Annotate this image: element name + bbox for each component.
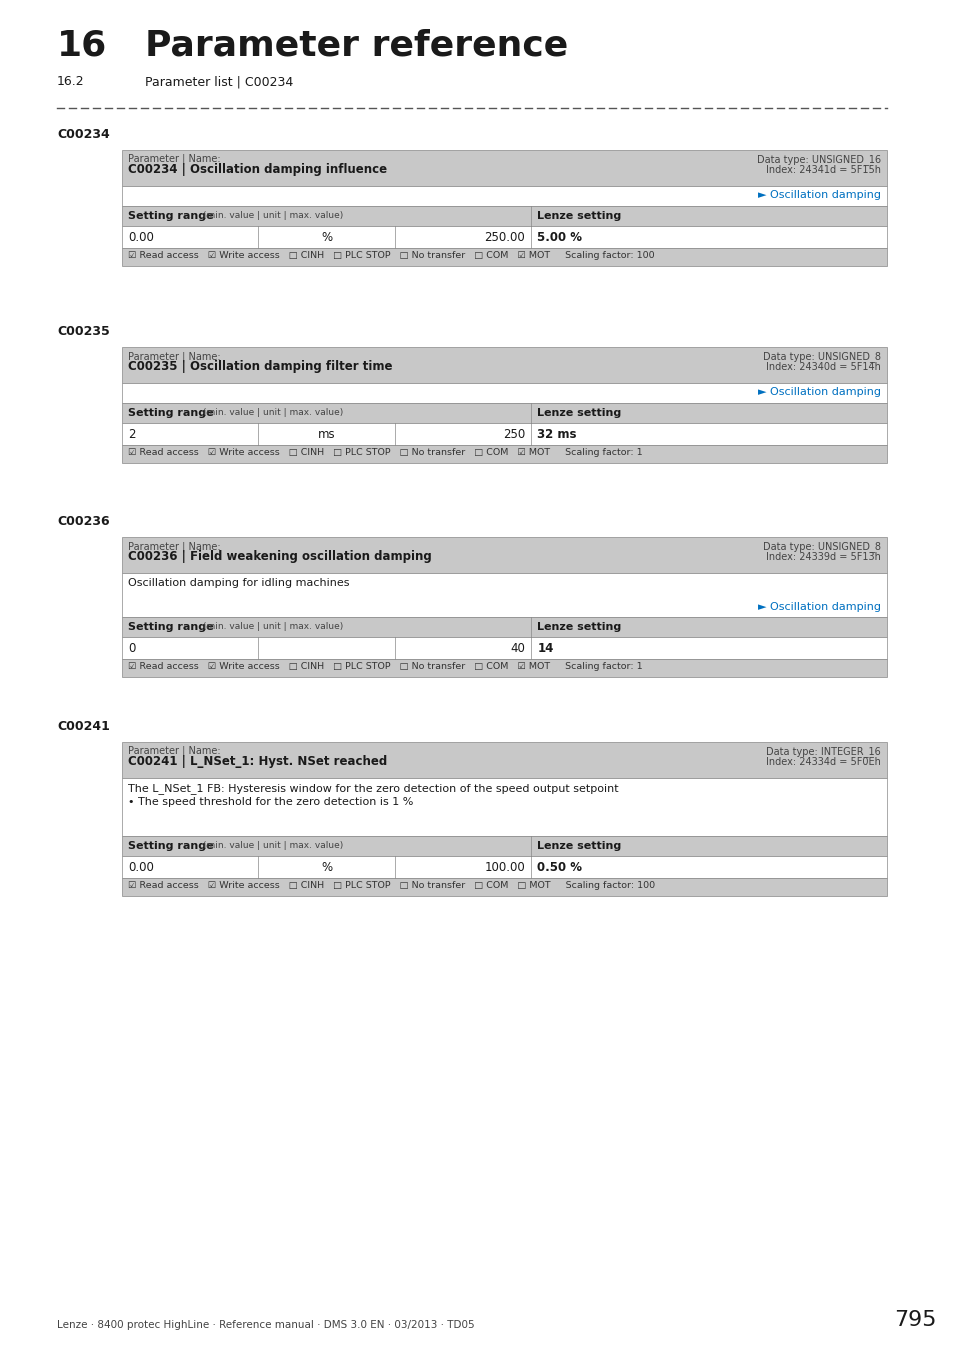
Bar — [122, 423, 886, 446]
Text: Index: 24340d = 5F14h: Index: 24340d = 5F14h — [765, 362, 880, 373]
Text: (min. value | unit | max. value): (min. value | unit | max. value) — [203, 408, 343, 417]
Text: C00236: C00236 — [57, 514, 110, 528]
Text: 250.00: 250.00 — [484, 231, 525, 244]
Text: Parameter | Name:: Parameter | Name: — [128, 154, 220, 165]
Text: ☑ Read access   ☑ Write access   □ CINH   □ PLC STOP   □ No transfer   □ COM   ☑: ☑ Read access ☑ Write access □ CINH □ PL… — [128, 662, 642, 671]
Text: • The speed threshold for the zero detection is 1 %: • The speed threshold for the zero detec… — [128, 796, 413, 807]
Text: ☑ Read access   ☑ Write access   □ CINH   □ PLC STOP   □ No transfer   □ COM   ☑: ☑ Read access ☑ Write access □ CINH □ PL… — [128, 448, 642, 458]
Text: Data type: INTEGER_16: Data type: INTEGER_16 — [765, 747, 880, 757]
Text: Lenze setting: Lenze setting — [537, 622, 620, 632]
Text: ms: ms — [317, 428, 335, 441]
Text: Index: 24341d = 5F15h: Index: 24341d = 5F15h — [765, 165, 880, 176]
Bar — [122, 404, 886, 423]
Text: C00241 | L_NSet_1: Hyst. NSet reached: C00241 | L_NSet_1: Hyst. NSet reached — [128, 755, 387, 768]
Text: 0.00: 0.00 — [128, 231, 153, 244]
Text: Parameter list | C00234: Parameter list | C00234 — [145, 76, 293, 88]
Text: Parameter | Name:: Parameter | Name: — [128, 541, 220, 552]
Text: Data type: UNSIGNED_8: Data type: UNSIGNED_8 — [762, 541, 880, 552]
Text: ☑ Read access   ☑ Write access   □ CINH   □ PLC STOP   □ No transfer   □ COM   ☑: ☑ Read access ☑ Write access □ CINH □ PL… — [128, 251, 654, 261]
Text: Setting range: Setting range — [128, 841, 213, 850]
Text: 14: 14 — [537, 643, 553, 655]
Text: Setting range: Setting range — [128, 408, 213, 418]
Bar — [122, 856, 886, 878]
Bar — [122, 150, 886, 186]
Bar — [122, 225, 886, 248]
Bar — [122, 248, 886, 266]
Text: Index: 24339d = 5F13h: Index: 24339d = 5F13h — [765, 552, 880, 562]
Text: ► Oscillation damping: ► Oscillation damping — [758, 190, 880, 200]
Text: Lenze setting: Lenze setting — [537, 841, 620, 850]
Text: C00235: C00235 — [57, 325, 110, 338]
Bar — [122, 207, 886, 225]
Text: C00234: C00234 — [57, 128, 110, 140]
Text: 0.00: 0.00 — [128, 861, 153, 873]
Text: 250: 250 — [502, 428, 525, 441]
Text: 100.00: 100.00 — [484, 861, 525, 873]
Text: Index: 24334d = 5F0Eh: Index: 24334d = 5F0Eh — [765, 757, 880, 767]
Bar — [122, 836, 886, 856]
Text: The L_NSet_1 FB: Hysteresis window for the zero detection of the speed output se: The L_NSet_1 FB: Hysteresis window for t… — [128, 783, 618, 794]
Text: Setting range: Setting range — [128, 211, 213, 221]
Bar — [122, 659, 886, 676]
Text: Lenze setting: Lenze setting — [537, 211, 620, 221]
Text: 795: 795 — [894, 1310, 936, 1330]
Bar — [122, 186, 886, 207]
Text: Parameter | Name:: Parameter | Name: — [128, 351, 220, 362]
Text: Data type: UNSIGNED_16: Data type: UNSIGNED_16 — [756, 154, 880, 165]
Bar — [122, 743, 886, 778]
Text: ► Oscillation damping: ► Oscillation damping — [758, 602, 880, 612]
Bar — [122, 878, 886, 896]
Text: (min. value | unit | max. value): (min. value | unit | max. value) — [203, 841, 343, 850]
Text: C00241: C00241 — [57, 720, 110, 733]
Text: Parameter reference: Parameter reference — [145, 28, 568, 62]
Bar — [122, 347, 886, 383]
Bar — [122, 383, 886, 404]
Text: 40: 40 — [510, 643, 525, 655]
Text: Lenze setting: Lenze setting — [537, 408, 620, 418]
Text: C00236 | Field weakening oscillation damping: C00236 | Field weakening oscillation dam… — [128, 549, 432, 563]
Text: C00234 | Oscillation damping influence: C00234 | Oscillation damping influence — [128, 163, 387, 176]
Bar — [122, 572, 886, 617]
Text: 16.2: 16.2 — [57, 76, 85, 88]
Bar — [122, 446, 886, 463]
Text: %: % — [321, 861, 332, 873]
Text: (min. value | unit | max. value): (min. value | unit | max. value) — [203, 211, 343, 220]
Text: 16: 16 — [57, 28, 107, 62]
Bar — [122, 617, 886, 637]
Text: Parameter | Name:: Parameter | Name: — [128, 747, 220, 756]
Text: 0.50 %: 0.50 % — [537, 861, 581, 873]
Bar — [122, 637, 886, 659]
Text: Data type: UNSIGNED_8: Data type: UNSIGNED_8 — [762, 351, 880, 362]
Text: (min. value | unit | max. value): (min. value | unit | max. value) — [203, 622, 343, 630]
Text: ☑ Read access   ☑ Write access   □ CINH   □ PLC STOP   □ No transfer   □ COM   □: ☑ Read access ☑ Write access □ CINH □ PL… — [128, 882, 655, 890]
Bar — [122, 778, 886, 836]
Text: Oscillation damping for idling machines: Oscillation damping for idling machines — [128, 578, 349, 589]
Text: 2: 2 — [128, 428, 135, 441]
Text: Setting range: Setting range — [128, 622, 213, 632]
Text: 32 ms: 32 ms — [537, 428, 577, 441]
Bar — [122, 537, 886, 572]
Text: Lenze · 8400 protec HighLine · Reference manual · DMS 3.0 EN · 03/2013 · TD05: Lenze · 8400 protec HighLine · Reference… — [57, 1320, 475, 1330]
Text: 0: 0 — [128, 643, 135, 655]
Text: %: % — [321, 231, 332, 244]
Text: 5.00 %: 5.00 % — [537, 231, 581, 244]
Text: C00235 | Oscillation damping filter time: C00235 | Oscillation damping filter time — [128, 360, 392, 373]
Text: ► Oscillation damping: ► Oscillation damping — [758, 387, 880, 397]
